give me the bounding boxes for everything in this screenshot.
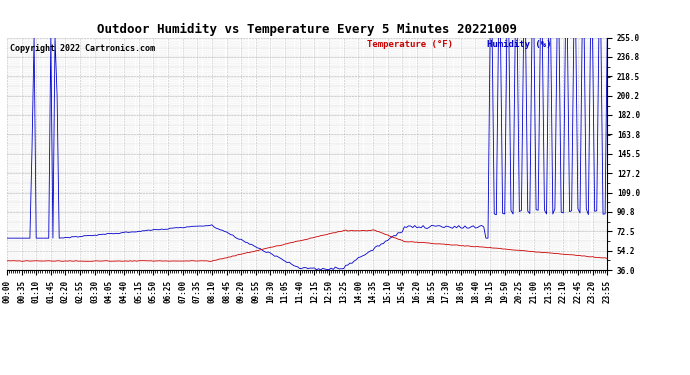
- Humidity (%): [317, 268, 325, 272]
- Humidity (%): [536, 35, 544, 40]
- Humidity (%): [555, 35, 563, 40]
- Temperature (°F): [308, 236, 317, 240]
- Humidity (%): [511, 35, 520, 40]
- Temperature (°F): [3, 259, 11, 263]
- Humidity (%): [308, 266, 317, 270]
- Temperature (°F): [536, 250, 544, 255]
- Line: Temperature (°F): Temperature (°F): [7, 230, 607, 261]
- Title: Outdoor Humidity vs Temperature Every 5 Minutes 20221009: Outdoor Humidity vs Temperature Every 5 …: [97, 23, 517, 36]
- Temperature (°F): [603, 256, 611, 261]
- Temperature (°F): [368, 228, 377, 232]
- Temperature (°F): [511, 248, 520, 252]
- Humidity (%): [603, 35, 611, 40]
- Text: Humidity (%): Humidity (%): [487, 40, 551, 49]
- Humidity (%): [30, 35, 38, 40]
- Humidity (%): [57, 236, 66, 240]
- Temperature (°F): [522, 249, 530, 253]
- Temperature (°F): [555, 252, 563, 256]
- Humidity (%): [3, 236, 11, 240]
- Temperature (°F): [206, 259, 214, 264]
- Temperature (°F): [55, 258, 63, 263]
- Humidity (%): [522, 35, 530, 40]
- Text: Temperature (°F): Temperature (°F): [367, 40, 453, 49]
- Line: Humidity (%): Humidity (%): [7, 38, 607, 270]
- Text: Copyright 2022 Cartronics.com: Copyright 2022 Cartronics.com: [10, 45, 155, 54]
